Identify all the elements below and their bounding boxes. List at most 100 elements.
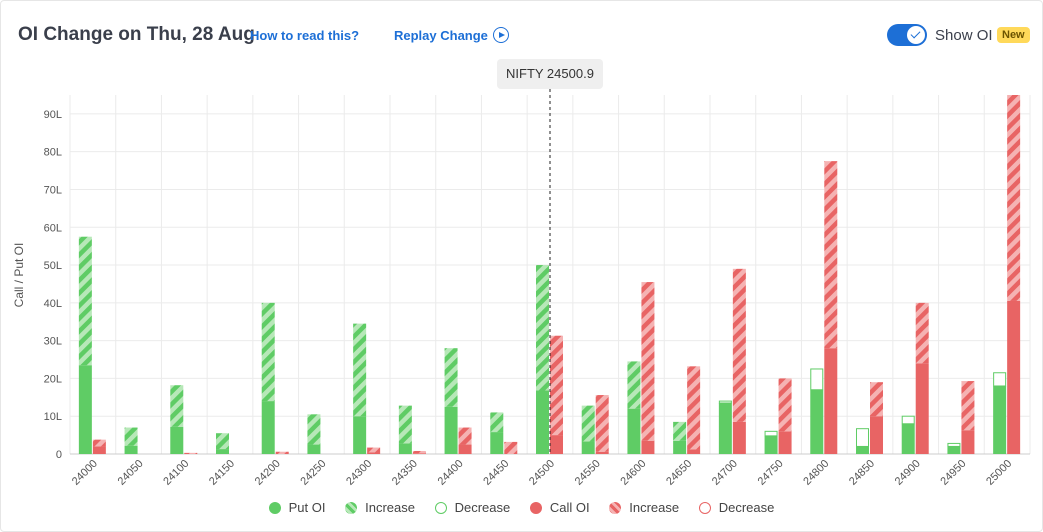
call-oi-bar <box>961 430 975 454</box>
call-oi-bar <box>824 348 838 454</box>
call-increase-bar <box>1007 95 1021 301</box>
x-tick-label: 24100 <box>161 458 191 488</box>
call-oi-bar <box>595 451 609 454</box>
call-increase-bar <box>961 381 975 431</box>
chart-title: OI Change on Thu, 28 Aug <box>18 24 255 45</box>
y-tick-label: 60L <box>44 222 62 234</box>
put-oi-bar <box>444 406 458 454</box>
call-oi-bar <box>641 440 655 454</box>
y-axis-label: Call / Put OI <box>12 243 26 308</box>
call-oi-bar <box>458 444 472 454</box>
x-tick-label: 24150 <box>207 458 237 488</box>
put-increase-bar <box>490 412 504 433</box>
put-increase-bar <box>673 421 687 441</box>
x-tick-label: 24850 <box>847 458 877 488</box>
y-tick-label: 70L <box>44 184 62 196</box>
legend-put-decrease-swatch <box>434 502 447 514</box>
call-increase-bar <box>595 395 609 452</box>
put-increase-bar <box>536 265 549 391</box>
spot-price-label: NIFTY 24500.9 <box>497 59 603 89</box>
put-oi-bar <box>124 445 138 454</box>
put-oi-bar <box>398 443 412 454</box>
put-increase-bar <box>78 236 92 366</box>
x-tick-label: 24250 <box>298 458 328 488</box>
legend-call-oi[interactable]: Call OI <box>529 500 590 515</box>
call-increase-bar <box>458 427 472 445</box>
x-tick-label: 24450 <box>481 458 511 488</box>
how-to-read-link[interactable]: How to read this? <box>250 28 360 43</box>
legend-put-increase[interactable]: Increase <box>345 500 415 515</box>
x-tick-label: 24300 <box>344 458 374 488</box>
show-oi-toggle[interactable] <box>887 24 927 46</box>
replay-change-button[interactable]: Replay Change <box>394 28 488 43</box>
legend-put-decrease[interactable]: Decrease <box>434 500 511 515</box>
legend-put-oi[interactable]: Put OI <box>268 500 326 515</box>
x-tick-label: 24800 <box>801 458 831 488</box>
y-tick-label: 30L <box>44 336 62 348</box>
put-oi-bar <box>581 441 595 454</box>
put-oi-bar <box>307 444 321 454</box>
x-tick-label: 24950 <box>938 458 968 488</box>
call-oi-bar <box>778 431 792 454</box>
put-decrease-bar <box>993 372 1007 387</box>
show-oi-label: Show OI <box>935 27 993 44</box>
oi-bar-chart: 0 10L 20L 30L 40L 50L 60L 70L 80L 90L 24000 24050 2… <box>12 89 1031 488</box>
call-oi-bar <box>687 449 701 454</box>
x-tick-label: 24050 <box>116 458 146 488</box>
chart-legend: Put OI Increase Decrease Call OI Increas… <box>0 500 1043 515</box>
put-oi-bar <box>216 449 229 454</box>
legend-put-increase-swatch <box>345 502 358 514</box>
put-decrease-bar <box>764 430 778 437</box>
put-oi-bar <box>718 402 732 454</box>
x-tick-label: 24750 <box>756 458 786 488</box>
put-oi-bar <box>764 435 778 454</box>
legend-call-oi-label: Call OI <box>549 500 590 515</box>
put-increase-bar <box>170 385 184 427</box>
legend-put-oi-swatch <box>268 502 281 514</box>
put-increase-bar <box>398 405 412 444</box>
put-oi-bar <box>993 385 1007 454</box>
new-badge: New <box>997 27 1030 43</box>
call-oi-bar <box>92 446 106 454</box>
put-decrease-bar <box>718 400 732 404</box>
x-tick-label: 24500 <box>527 458 557 488</box>
y-tick-label: 90L <box>44 109 62 121</box>
x-tick-label: 24000 <box>70 458 100 488</box>
legend-call-decrease-swatch <box>698 502 711 514</box>
call-increase-bar <box>184 452 198 454</box>
put-decrease-bar <box>901 415 915 425</box>
x-tick-label: 24350 <box>390 458 420 488</box>
call-increase-bar <box>915 302 929 364</box>
check-icon <box>907 26 925 44</box>
y-tick-label: 0 <box>56 449 62 461</box>
legend-call-decrease[interactable]: Decrease <box>698 500 775 515</box>
y-tick-label: 50L <box>44 260 62 272</box>
call-increase-bar <box>870 382 883 417</box>
put-increase-bar <box>307 414 321 445</box>
put-oi-bar <box>490 432 504 454</box>
put-oi-bar <box>673 440 687 454</box>
put-oi-bar <box>170 426 184 454</box>
legend-call-increase[interactable]: Increase <box>609 500 679 515</box>
call-increase-bar <box>550 335 563 436</box>
legend-call-increase-label: Increase <box>629 500 680 515</box>
call-oi-bar <box>367 452 381 454</box>
call-oi-bar <box>412 453 426 454</box>
put-oi-bar <box>627 408 641 454</box>
call-oi-bar <box>550 435 563 454</box>
put-decrease-bar <box>810 368 824 391</box>
put-oi-bar <box>353 416 367 454</box>
play-circle-icon[interactable] <box>493 27 509 43</box>
y-tick-label: 10L <box>44 411 62 423</box>
x-tick-label: 24600 <box>618 458 648 488</box>
legend-put-decrease-label: Decrease <box>454 500 511 515</box>
put-increase-bar <box>581 405 595 442</box>
legend-put-oi-label: Put OI <box>288 500 326 515</box>
call-increase-bar <box>641 282 655 441</box>
call-increase-bar <box>778 378 792 432</box>
put-oi-bar <box>536 390 549 454</box>
legend-call-decrease-label: Decrease <box>718 500 775 515</box>
put-oi-bar <box>901 423 915 454</box>
x-tick-label: 25000 <box>984 458 1014 488</box>
put-increase-bar <box>124 427 138 446</box>
